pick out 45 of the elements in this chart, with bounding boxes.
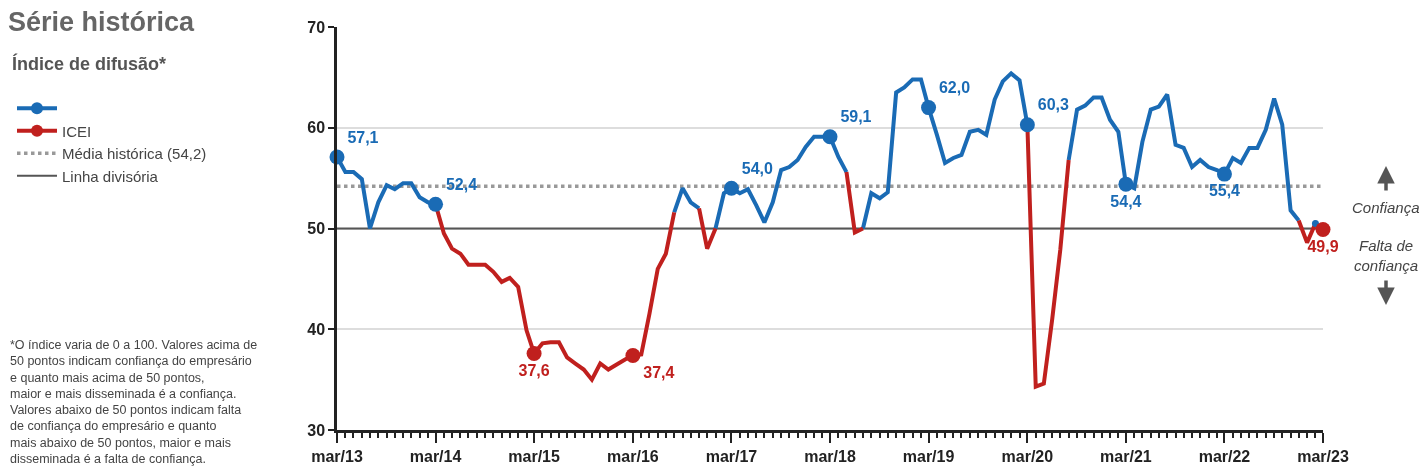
text: Índice de difusão* xyxy=(12,53,167,74)
data-label: 49,9 xyxy=(1307,237,1339,255)
data-label: 59,1 xyxy=(840,108,872,126)
point xyxy=(1315,222,1331,237)
y-tick-label: 30 xyxy=(307,421,326,439)
text: *O índice varia de 0 a 100. Valores acima de 50 pontos indicam confiança do empresário e quanto mais acima de 50 pontos, maior e mais disseminada é a confiança. Valores abaixo de 50 pontos indicam falta de confiança do empresário e quanto mais abaixo de 50 pontos, maior e mais disseminada é a falta de confiança. xyxy=(10,338,258,466)
legend-label: ICEI xyxy=(62,122,92,140)
x-tick-label: mar/16 xyxy=(607,447,659,465)
legend-label: Linha divisória xyxy=(62,167,159,185)
x-tick-label: mar/21 xyxy=(1100,447,1152,465)
point xyxy=(723,180,739,196)
data-label: 60,3 xyxy=(1037,96,1069,114)
point xyxy=(428,196,444,212)
data-label: 54,4 xyxy=(1110,192,1142,210)
data-label: 37,6 xyxy=(518,361,550,379)
x-tick-label: mar/15 xyxy=(508,447,560,465)
y-tick-label: 40 xyxy=(307,320,326,338)
text: Série histórica xyxy=(8,6,196,37)
data-label: 54,0 xyxy=(741,159,774,177)
data-label: 55,4 xyxy=(1208,182,1241,200)
point xyxy=(1118,176,1134,192)
data-label: 57,1 xyxy=(347,128,379,146)
x-tick-label: mar/22 xyxy=(1198,447,1251,465)
data-label: 52,4 xyxy=(445,175,478,193)
point xyxy=(526,345,542,361)
y-tick-label: 50 xyxy=(307,220,326,238)
point xyxy=(921,100,937,116)
x-tick-label: mar/14 xyxy=(409,447,462,465)
x-tick-label: mar/17 xyxy=(705,447,758,465)
y-tick-label: 60 xyxy=(307,119,326,137)
x-tick-label: mar/23 xyxy=(1297,447,1349,465)
text: Confiança xyxy=(1352,199,1420,216)
point xyxy=(1216,166,1232,182)
x-tick-label: mar/13 xyxy=(311,447,363,465)
legend-label: Média histórica (54,2) xyxy=(62,145,207,163)
data-label: 62,0 xyxy=(938,79,971,97)
y-tick-label: 70 xyxy=(307,18,326,36)
x-tick-label: mar/20 xyxy=(1001,447,1054,465)
data-label: 37,4 xyxy=(643,363,675,381)
point xyxy=(1019,117,1035,133)
x-tick-label: mar/19 xyxy=(902,447,955,465)
point xyxy=(822,129,838,145)
point xyxy=(625,347,641,363)
text: Falta de confiança xyxy=(1354,237,1419,274)
x-tick-label: mar/18 xyxy=(804,447,856,465)
